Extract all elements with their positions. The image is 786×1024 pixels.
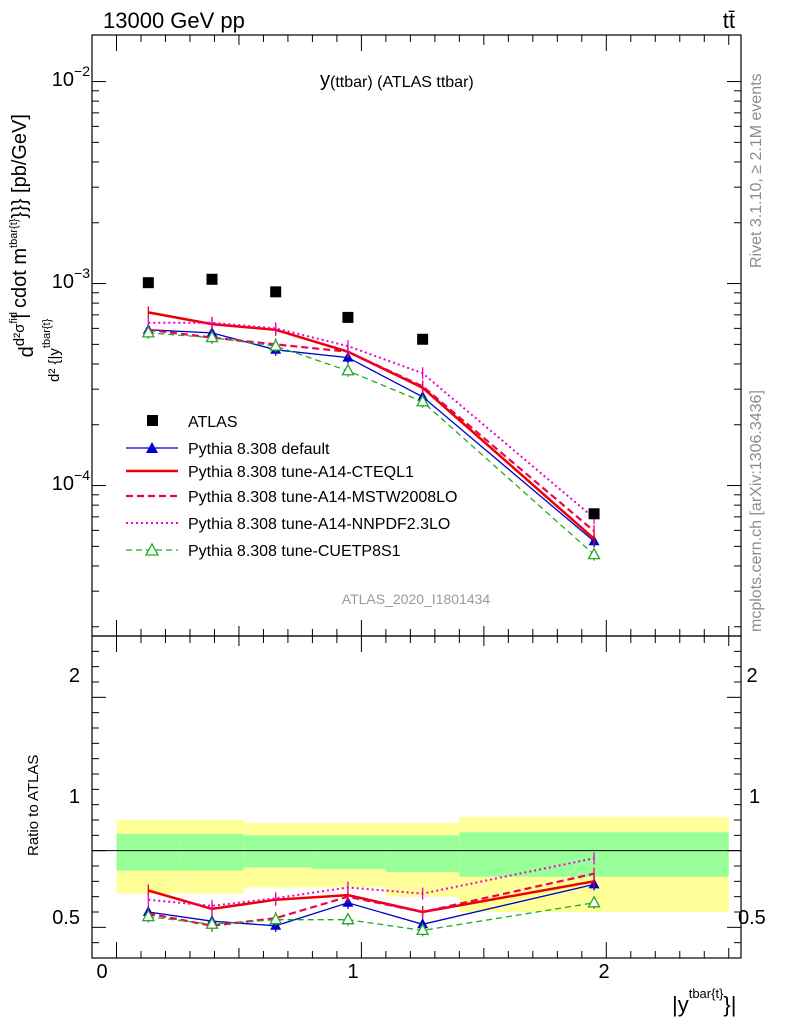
ratio-plot-border xyxy=(91,635,742,959)
ratio-point-pythia-8-308-tune-cuetp8s1 xyxy=(141,909,155,922)
main-line-pythia-8-308-tune-a14-mstw2008lo xyxy=(148,328,595,532)
plot-title-main: y xyxy=(320,69,330,91)
plot-title: y(ttbar) (ATLAS ttbar) xyxy=(320,69,474,91)
ratio-band-green xyxy=(180,833,244,871)
energy-label: 13000 GeV pp xyxy=(103,8,245,33)
legend-entry-atlas: ATLAS xyxy=(147,414,238,431)
legend-entry-mstw: Pythia 8.308 tune-A14-MSTW2008LO xyxy=(126,489,457,506)
legend-label-cuetp8s1: Pythia 8.308 tune-CUETP8S1 xyxy=(188,543,401,560)
main-point-pythia-8-308-tune-cuetp8s1 xyxy=(341,363,355,376)
plot-title-rest: (ttbar) (ATLAS ttbar) xyxy=(330,74,474,91)
ratio-ytick-label-0p5: 0.5 xyxy=(52,907,80,929)
main-point-atlas xyxy=(588,508,600,520)
main-point-pythia-8-308-tune-cuetp8s1 xyxy=(416,394,430,407)
main-plot-ticks xyxy=(92,35,741,636)
legend-entry-nnpdf: Pythia 8.308 tune-A14-NNPDF2.3LO xyxy=(126,516,450,533)
main-point-atlas xyxy=(270,286,282,298)
ratio-point-pythia-8-308-tune-cuetp8s1 xyxy=(205,916,219,929)
main-point-pythia-8-308-tune-cuetp8s1 xyxy=(205,330,219,343)
ratio-band-green xyxy=(243,835,313,868)
ratio-line-pythia-8-308-tune-a14-nnpdf2-3lo xyxy=(148,857,595,907)
main-point-atlas xyxy=(206,273,218,285)
legend-label-default: Pythia 8.308 default xyxy=(188,441,330,458)
ratio-point-pythia-8-308-tune-cuetp8s1 xyxy=(587,895,601,908)
legend-marker-atlas xyxy=(147,415,158,426)
ratio-band-green xyxy=(385,835,460,873)
ratio-ytick-label-0p5-right: 0.5 xyxy=(738,907,766,929)
ratio-line-pythia-8-308-tune-cuetp8s1 xyxy=(148,902,595,932)
legend-entry-default: Pythia 8.308 default xyxy=(126,441,330,458)
legend-label-mstw: Pythia 8.308 tune-A14-MSTW2008LO xyxy=(188,489,457,506)
legend-label-atlas: ATLAS xyxy=(188,414,238,431)
ytick-label-1e-2: 10−2 xyxy=(52,63,90,91)
ratio-ytick-label-1-right: 1 xyxy=(749,786,760,808)
ratio-line-pythia-8-308-default xyxy=(148,883,595,927)
analysis-label: ATLAS_2020_I1801434 xyxy=(342,591,491,607)
ratio-ytick-label-2-right: 2 xyxy=(746,665,757,687)
legend: ATLAS Pythia 8.308 default Pythia 8.308 … xyxy=(126,414,457,560)
ratio-ytick-label-2: 2 xyxy=(69,665,80,687)
ratio-line-pythia-8-308-tune-a14-cteql1 xyxy=(147,880,595,914)
main-point-pythia-8-308-tune-cuetp8s1 xyxy=(587,547,601,560)
ratio-plot-ticks xyxy=(92,635,741,959)
main-point-atlas xyxy=(142,277,154,289)
main-yaxis-title: dd²σfidd² {|ytbar{t}| cdot mtbar{t}}}} [… xyxy=(8,114,63,382)
ratio-point-pythia-8-308-tune-cuetp8s1 xyxy=(269,912,283,925)
ratio-ytick-label-1: 1 xyxy=(69,786,80,808)
main-point-atlas xyxy=(342,311,354,323)
main-line-pythia-8-308-default xyxy=(148,329,595,542)
main-line-pythia-8-308-tune-cuetp8s1 xyxy=(148,332,595,556)
ratio-point-pythia-8-308-tune-cuetp8s1 xyxy=(341,912,355,925)
ratio-plot-series xyxy=(141,852,601,937)
ratio-band-green xyxy=(116,833,181,871)
legend-label-nnpdf: Pythia 8.308 tune-A14-NNPDF2.3LO xyxy=(188,516,450,533)
process-label: tt̄ xyxy=(723,8,735,33)
ytick-label-1e-3: 10−3 xyxy=(52,265,90,293)
main-point-pythia-8-308-tune-cuetp8s1 xyxy=(141,325,155,338)
main-point-pythia-8-308-tune-cuetp8s1 xyxy=(269,338,283,351)
legend-marker-cuetp8s1 xyxy=(144,542,160,556)
mcplots-source-label: mcplots.cern.ch [arXiv:1306.3436] xyxy=(748,390,765,632)
main-point-atlas xyxy=(417,333,429,345)
ratio-line-pythia-8-308-tune-a14-mstw2008lo xyxy=(148,872,595,927)
legend-entry-cteql1: Pythia 8.308 tune-A14-CTEQL1 xyxy=(126,464,414,481)
ratio-yaxis-title: Ratio to ATLAS xyxy=(25,755,42,856)
xaxis-title: |ytbar{t}}| xyxy=(672,986,736,1017)
main-plot-series xyxy=(141,273,601,561)
xtick-label-1: 1 xyxy=(347,961,358,983)
legend-marker-default xyxy=(146,442,158,453)
main-line-pythia-8-308-tune-a14-cteql1 xyxy=(148,311,595,540)
ratio-point-pythia-8-308-tune-cuetp8s1 xyxy=(416,923,430,936)
ytick-label-1e-4: 10−4 xyxy=(52,467,90,495)
rivet-version-label: Rivet 3.1.10, ≥ 2.1M events xyxy=(748,73,765,268)
xtick-label-2: 2 xyxy=(598,961,609,983)
ratio-band-green xyxy=(312,835,386,870)
xtick-label-0: 0 xyxy=(96,961,107,983)
legend-label-cteql1: Pythia 8.308 tune-A14-CTEQL1 xyxy=(188,464,414,481)
legend-entry-cuetp8s1: Pythia 8.308 tune-CUETP8S1 xyxy=(126,542,401,560)
ratio-plot-frame xyxy=(91,635,742,959)
